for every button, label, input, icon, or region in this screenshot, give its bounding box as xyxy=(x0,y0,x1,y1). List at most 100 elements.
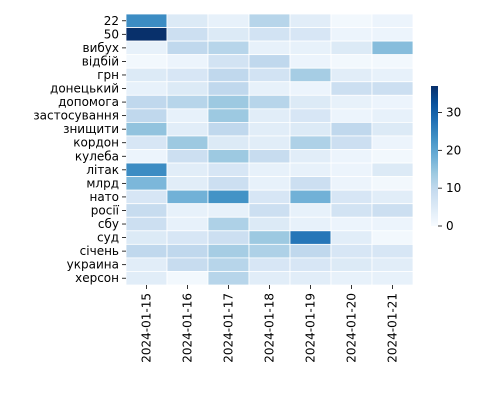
heatmap-cell-6-4 xyxy=(289,94,332,110)
heatmap-cell-1-4 xyxy=(289,27,332,42)
heatmap-cell-3-1 xyxy=(166,54,209,69)
heatmap-cell-6-2 xyxy=(207,94,250,110)
heatmap-cell-0-4 xyxy=(289,13,332,28)
heatmap-cell-5-0 xyxy=(125,81,168,96)
heatmap-cell-17-5 xyxy=(330,243,373,259)
heatmap-cell-17-3 xyxy=(248,243,291,259)
heatmap-cell-0-5 xyxy=(330,13,373,28)
heatmap-cell-1-6 xyxy=(371,27,414,42)
heatmap-cell-6-3 xyxy=(248,94,291,110)
row-label-2: вибух xyxy=(83,41,119,55)
heatmap-cell-10-0 xyxy=(125,149,168,164)
heatmap-cell-4-0 xyxy=(125,67,168,83)
heatmap-cells xyxy=(125,13,414,286)
heatmap-cell-18-6 xyxy=(371,257,414,272)
heatmap-cell-5-2 xyxy=(207,81,250,96)
heatmap-cell-17-0 xyxy=(125,243,168,259)
heatmap-cell-19-1 xyxy=(166,271,209,286)
heatmap-cell-13-4 xyxy=(289,189,332,205)
heatmap-cell-7-1 xyxy=(166,108,209,123)
heatmap-cell-2-4 xyxy=(289,40,332,56)
row-label-3: відбій xyxy=(82,54,119,68)
heatmap-cell-10-1 xyxy=(166,149,209,164)
row-label-17: січень xyxy=(80,244,119,258)
heatmap-cell-8-4 xyxy=(289,122,332,137)
heatmap-cell-3-6 xyxy=(371,54,414,69)
heatmap-cell-6-6 xyxy=(371,94,414,110)
heatmap-cell-7-3 xyxy=(248,108,291,123)
column-label-5: 2024-01-20 xyxy=(345,293,359,363)
heatmap-cell-2-0 xyxy=(125,40,168,56)
heatmap-cell-5-3 xyxy=(248,81,291,96)
heatmap-cell-18-0 xyxy=(125,257,168,272)
colorbar-tick-label-2: 20 xyxy=(446,143,461,157)
heatmap-cell-10-6 xyxy=(371,149,414,164)
heatmap-cell-9-1 xyxy=(166,135,209,150)
heatmap-cell-16-1 xyxy=(166,230,209,245)
heatmap-cell-3-4 xyxy=(289,54,332,69)
colorbar-tick-label-0: 0 xyxy=(446,219,454,233)
heatmap-cell-15-4 xyxy=(289,216,332,232)
heatmap-cell-11-1 xyxy=(166,162,209,178)
column-labels: 2024-01-15 2024-01-16 2024-01-17 2024-01-18… xyxy=(140,285,400,363)
heatmap-cell-10-4 xyxy=(289,149,332,164)
heatmap-cell-1-1 xyxy=(166,27,209,42)
heatmap-cell-11-5 xyxy=(330,162,373,178)
heatmap-cell-16-6 xyxy=(371,230,414,245)
column-label-1: 2024-01-16 xyxy=(181,293,195,363)
heatmap-cell-15-2 xyxy=(207,216,250,232)
heatmap-cell-7-6 xyxy=(371,108,414,123)
heatmap-cell-15-6 xyxy=(371,216,414,232)
row-label-19: херсон xyxy=(75,271,119,285)
heatmap-cell-13-0 xyxy=(125,189,168,205)
heatmap-cell-15-1 xyxy=(166,216,209,232)
heatmap-cell-19-6 xyxy=(371,271,414,286)
heatmap-cell-16-0 xyxy=(125,230,168,245)
heatmap-cell-10-2 xyxy=(207,149,250,164)
heatmap-cell-11-2 xyxy=(207,162,250,178)
column-label-0: 2024-01-15 xyxy=(140,293,154,363)
heatmap-cell-4-2 xyxy=(207,67,250,83)
heatmap-cell-2-6 xyxy=(371,40,414,56)
heatmap-cell-17-6 xyxy=(371,243,414,259)
heatmap-cell-8-3 xyxy=(248,122,291,137)
column-label-3: 2024-01-18 xyxy=(263,293,277,363)
heatmap-cell-14-5 xyxy=(330,203,373,218)
heatmap-cell-15-3 xyxy=(248,216,291,232)
row-label-4: грн xyxy=(97,68,119,82)
heatmap-cell-4-5 xyxy=(330,67,373,83)
heatmap-cell-13-3 xyxy=(248,189,291,205)
row-label-16: суд xyxy=(97,231,119,245)
heatmap-cell-17-2 xyxy=(207,243,250,259)
heatmap-cell-9-6 xyxy=(371,135,414,150)
row-label-11: літак xyxy=(86,163,119,177)
heatmap-cell-15-5 xyxy=(330,216,373,232)
column-label-4: 2024-01-19 xyxy=(304,293,318,363)
heatmap-cell-6-1 xyxy=(166,94,209,110)
heatmap-cell-18-5 xyxy=(330,257,373,272)
heatmap-cell-12-4 xyxy=(289,176,332,191)
heatmap-cell-19-0 xyxy=(125,271,168,286)
row-label-5: донецький xyxy=(50,82,119,96)
heatmap-cell-8-1 xyxy=(166,122,209,137)
heatmap-cell-17-1 xyxy=(166,243,209,259)
heatmap-cell-1-3 xyxy=(248,27,291,42)
heatmap-cell-0-2 xyxy=(207,13,250,28)
heatmap-cell-12-0 xyxy=(125,176,168,191)
heatmap-cell-14-2 xyxy=(207,203,250,218)
heatmap-cell-16-4 xyxy=(289,230,332,245)
heatmap-cell-5-6 xyxy=(371,81,414,96)
heatmap-cell-9-5 xyxy=(330,135,373,150)
heatmap-cell-3-5 xyxy=(330,54,373,69)
heatmap-cell-11-0 xyxy=(125,162,168,178)
heatmap-cell-19-3 xyxy=(248,271,291,286)
heatmap-cell-14-3 xyxy=(248,203,291,218)
heatmap-cell-13-5 xyxy=(330,189,373,205)
heatmap-cell-2-1 xyxy=(166,40,209,56)
heatmap-cell-2-2 xyxy=(207,40,250,56)
heatmap-cell-10-3 xyxy=(248,149,291,164)
heatmap-cell-9-0 xyxy=(125,135,168,150)
heatmap-cell-16-3 xyxy=(248,230,291,245)
heatmap-cell-12-3 xyxy=(248,176,291,191)
